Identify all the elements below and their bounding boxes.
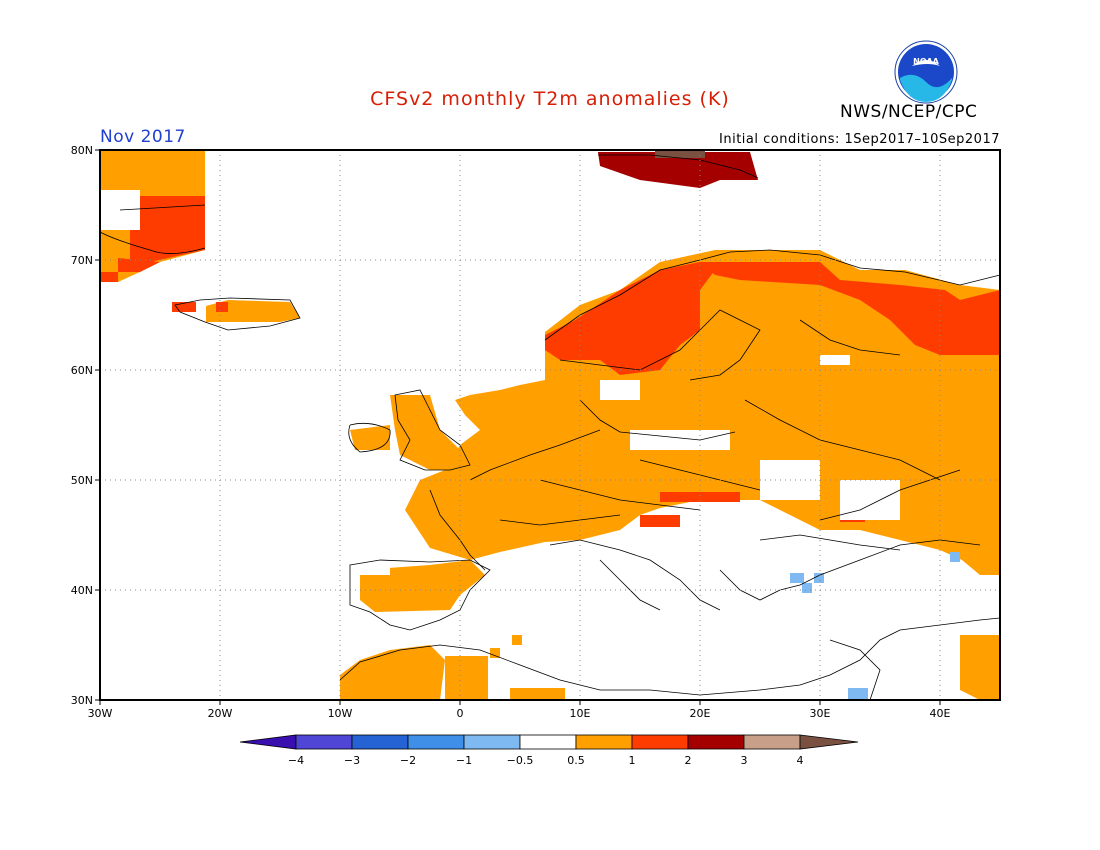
colorbar: −4 −3 −2 −1 −0.5 0.5 1 2 3 4 bbox=[239, 734, 859, 767]
middle-east-warm bbox=[960, 635, 1000, 700]
lon-label: 30E bbox=[810, 707, 831, 720]
initial-conditions: Initial conditions: 1Sep2017–10Sep2017 bbox=[719, 132, 1000, 147]
iceland-anomaly bbox=[206, 300, 300, 322]
tick-marks bbox=[95, 149, 941, 705]
colorbar-segment bbox=[519, 734, 577, 750]
lon-label: 20W bbox=[208, 707, 233, 720]
colorbar-label: −4 bbox=[288, 754, 304, 767]
colorbar-label: −1 bbox=[456, 754, 472, 767]
turkey-cool bbox=[790, 573, 804, 583]
noaa-logo-text: NOAA bbox=[913, 57, 939, 66]
forecast-month: Nov 2017 bbox=[100, 127, 186, 147]
colorbar-segment bbox=[239, 734, 297, 750]
britain-warm bbox=[390, 395, 470, 470]
iberia-warm bbox=[360, 560, 485, 612]
lat-label: 30N bbox=[71, 694, 93, 707]
lat-label: 80N bbox=[71, 144, 93, 157]
ireland-warm bbox=[350, 425, 390, 450]
lon-label: 20E bbox=[690, 707, 711, 720]
colorbar-segment bbox=[295, 734, 353, 750]
svalbard-anomaly bbox=[598, 152, 758, 188]
lat-label: 50N bbox=[71, 474, 93, 487]
colorbar-label: −2 bbox=[400, 754, 416, 767]
lat-label: 40N bbox=[71, 584, 93, 597]
colorbar-segment bbox=[631, 734, 689, 750]
colorbar-segment bbox=[687, 734, 745, 750]
egypt-cool bbox=[848, 688, 868, 700]
colorbar-label: −3 bbox=[344, 754, 360, 767]
lat-label: 60N bbox=[71, 364, 93, 377]
lon-label: 10E bbox=[570, 707, 591, 720]
lon-label: 10W bbox=[328, 707, 353, 720]
greenland-strong bbox=[130, 196, 205, 262]
colorbar-label: 1 bbox=[629, 754, 636, 767]
anomaly-shading bbox=[100, 150, 1000, 700]
colorbar-segment bbox=[743, 734, 801, 750]
map-gridlines bbox=[100, 150, 1000, 700]
colorbar-segment bbox=[575, 734, 633, 750]
baltic-cut bbox=[700, 300, 770, 360]
noaa-logo: NOAA bbox=[894, 40, 958, 104]
algeria-warm bbox=[445, 656, 488, 700]
colorbar-segment bbox=[407, 734, 465, 750]
map-frame bbox=[99, 149, 1001, 701]
greenland-coast bbox=[118, 258, 160, 272]
colorbar-label: 2 bbox=[685, 754, 692, 767]
lat-label: 70N bbox=[71, 254, 93, 267]
colorbar-label: 0.5 bbox=[567, 754, 585, 767]
colorbar-label: −0.5 bbox=[507, 754, 534, 767]
north-africa-warm bbox=[340, 645, 445, 700]
organization-label: NWS/NCEP/CPC bbox=[840, 102, 978, 122]
lapland-strong bbox=[700, 262, 1000, 355]
chart-title: CFSv2 monthly T2m anomalies (K) bbox=[370, 88, 730, 110]
colorbar-label: 4 bbox=[797, 754, 804, 767]
colorbar-segment bbox=[351, 734, 409, 750]
colorbar-label: 3 bbox=[741, 754, 748, 767]
lon-label: 30W bbox=[88, 707, 113, 720]
colorbar-segment bbox=[463, 734, 521, 750]
lon-label: 0 bbox=[457, 707, 464, 720]
colorbar-segment bbox=[799, 734, 859, 750]
scandinavia-strong bbox=[545, 262, 715, 375]
lon-label: 40E bbox=[930, 707, 951, 720]
